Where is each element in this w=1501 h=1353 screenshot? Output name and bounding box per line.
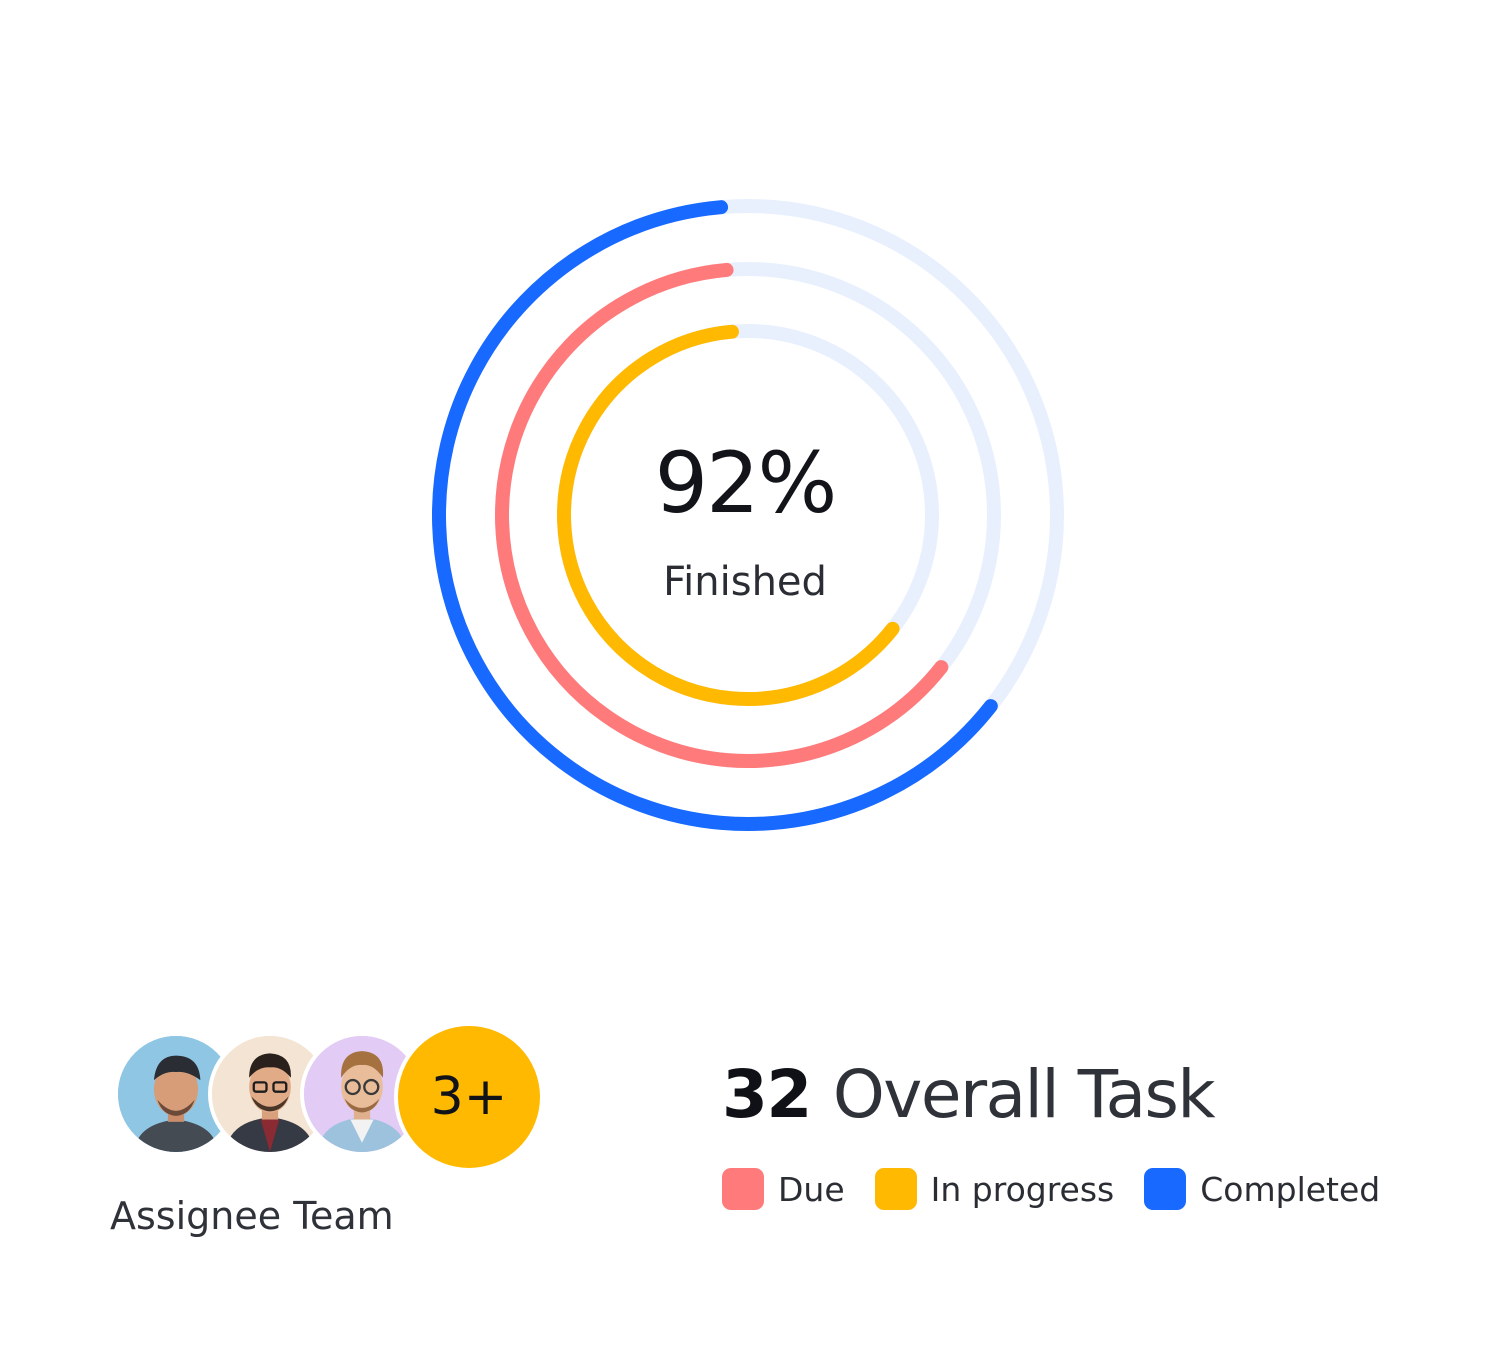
ring-arc-completed [432,200,998,831]
avatar[interactable] [300,1032,424,1156]
avatar[interactable] [114,1032,238,1156]
more-assignees-badge[interactable]: 3+ [394,1022,544,1172]
ring-group [432,199,1064,831]
assignee-team: 3+ Assignee Team [110,1022,570,1262]
legend-swatch [1144,1168,1187,1210]
legend-label: In progress [930,1169,1115,1209]
task-summary: 32 Overall Task Due In progress Completed [722,1050,1462,1240]
ring-arc-due [495,262,949,768]
legend-label: Due [778,1169,845,1209]
legend-item-due: Due [722,1168,845,1210]
person-icon [118,1036,234,1152]
legend: Due In progress Completed [722,1168,1410,1210]
ring-arc-in_progress [557,324,900,706]
task-count: 32 [722,1056,812,1133]
legend-swatch [722,1168,764,1210]
overall-task-label: Overall Task [832,1056,1216,1133]
finished-label: Finished [663,559,827,605]
legend-swatch [874,1168,917,1210]
assignee-team-label: Assignee Team [110,1194,394,1238]
legend-item-completed: Completed [1144,1168,1380,1210]
overall-task-heading: 32 Overall Task [722,1056,1216,1133]
finished-percent: 92% [655,434,836,532]
person-icon [212,1036,328,1152]
legend-item-in-progress: In progress [874,1168,1115,1210]
legend-label: Completed [1200,1169,1381,1209]
